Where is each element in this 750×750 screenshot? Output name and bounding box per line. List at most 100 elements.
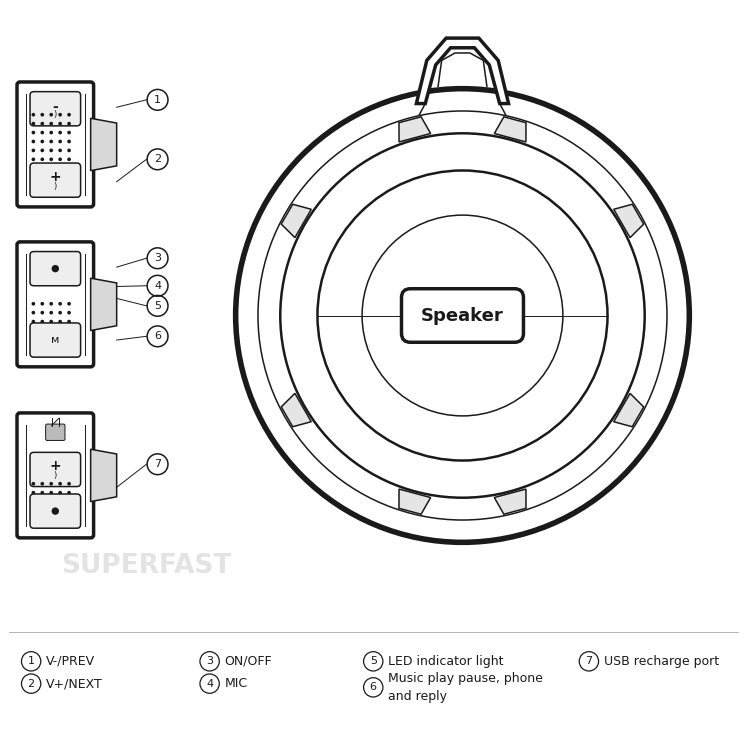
Text: V-/PREV: V-/PREV [46, 655, 95, 668]
Text: ): ) [54, 471, 57, 480]
Polygon shape [281, 204, 311, 238]
Circle shape [40, 320, 44, 323]
Text: V+/NEXT: V+/NEXT [46, 677, 103, 690]
Circle shape [68, 158, 71, 161]
Polygon shape [416, 38, 509, 104]
Circle shape [68, 130, 71, 134]
Circle shape [32, 148, 35, 152]
Circle shape [58, 490, 62, 494]
Circle shape [50, 140, 53, 143]
Circle shape [50, 166, 53, 170]
Circle shape [40, 122, 44, 125]
Circle shape [58, 148, 62, 152]
Text: 5: 5 [154, 301, 161, 310]
Circle shape [50, 302, 53, 305]
Circle shape [68, 490, 71, 494]
Circle shape [32, 158, 35, 161]
Polygon shape [399, 489, 430, 514]
FancyBboxPatch shape [30, 323, 80, 357]
Text: USB recharge port: USB recharge port [604, 655, 719, 668]
Circle shape [68, 166, 71, 170]
Polygon shape [614, 393, 644, 427]
FancyBboxPatch shape [46, 424, 65, 440]
Circle shape [50, 158, 53, 161]
Circle shape [68, 148, 71, 152]
Circle shape [58, 130, 62, 134]
Text: 6: 6 [370, 682, 376, 692]
Polygon shape [91, 449, 117, 502]
Circle shape [58, 158, 62, 161]
Text: LED indicator light: LED indicator light [388, 655, 503, 668]
Circle shape [68, 320, 71, 323]
Circle shape [40, 490, 44, 494]
Circle shape [50, 112, 53, 116]
Circle shape [50, 320, 53, 323]
Circle shape [32, 490, 35, 494]
Text: 6: 6 [154, 332, 161, 341]
Polygon shape [91, 278, 117, 331]
Text: 7: 7 [585, 656, 592, 666]
Circle shape [32, 166, 35, 170]
Circle shape [58, 166, 62, 170]
Text: 4: 4 [206, 679, 213, 688]
Polygon shape [281, 393, 311, 427]
Text: Speaker: Speaker [421, 307, 504, 325]
Circle shape [32, 130, 35, 134]
Circle shape [58, 500, 62, 503]
Polygon shape [494, 117, 526, 142]
Circle shape [50, 490, 53, 494]
Circle shape [32, 310, 35, 314]
Circle shape [68, 140, 71, 143]
FancyBboxPatch shape [401, 289, 524, 342]
Circle shape [68, 310, 71, 314]
FancyBboxPatch shape [30, 251, 80, 286]
Circle shape [32, 112, 35, 116]
Circle shape [50, 482, 53, 485]
Circle shape [58, 320, 62, 323]
Circle shape [40, 130, 44, 134]
Text: 5: 5 [370, 656, 376, 666]
FancyBboxPatch shape [30, 92, 80, 126]
Text: SUPERFAST: SUPERFAST [61, 554, 231, 579]
Circle shape [68, 500, 71, 503]
Circle shape [50, 122, 53, 125]
Circle shape [50, 328, 53, 332]
Circle shape [68, 112, 71, 116]
Text: 7: 7 [154, 459, 161, 470]
Text: Music play pause, phone
and reply: Music play pause, phone and reply [388, 672, 543, 703]
Text: 2: 2 [154, 154, 161, 164]
Circle shape [40, 482, 44, 485]
Circle shape [40, 310, 44, 314]
Text: ): ) [54, 110, 57, 119]
Circle shape [32, 122, 35, 125]
Circle shape [32, 482, 35, 485]
FancyBboxPatch shape [30, 163, 80, 197]
Text: ON/OFF: ON/OFF [224, 655, 272, 668]
Text: -: - [53, 100, 58, 114]
Circle shape [68, 302, 71, 305]
Circle shape [52, 508, 59, 515]
Circle shape [40, 302, 44, 305]
Text: ): ) [54, 182, 57, 190]
Polygon shape [494, 489, 526, 514]
Circle shape [68, 328, 71, 332]
Circle shape [40, 148, 44, 152]
Text: +: + [50, 170, 61, 184]
Circle shape [40, 166, 44, 170]
Circle shape [40, 140, 44, 143]
FancyBboxPatch shape [30, 452, 80, 487]
Circle shape [32, 302, 35, 305]
Circle shape [50, 130, 53, 134]
FancyBboxPatch shape [30, 494, 80, 528]
Circle shape [32, 320, 35, 323]
Circle shape [40, 112, 44, 116]
Text: +: + [50, 460, 61, 473]
Text: MIC: MIC [224, 677, 248, 690]
Text: 1: 1 [28, 656, 34, 666]
Circle shape [32, 328, 35, 332]
FancyBboxPatch shape [17, 413, 94, 538]
Circle shape [32, 500, 35, 503]
Circle shape [58, 328, 62, 332]
Circle shape [58, 310, 62, 314]
Circle shape [58, 122, 62, 125]
